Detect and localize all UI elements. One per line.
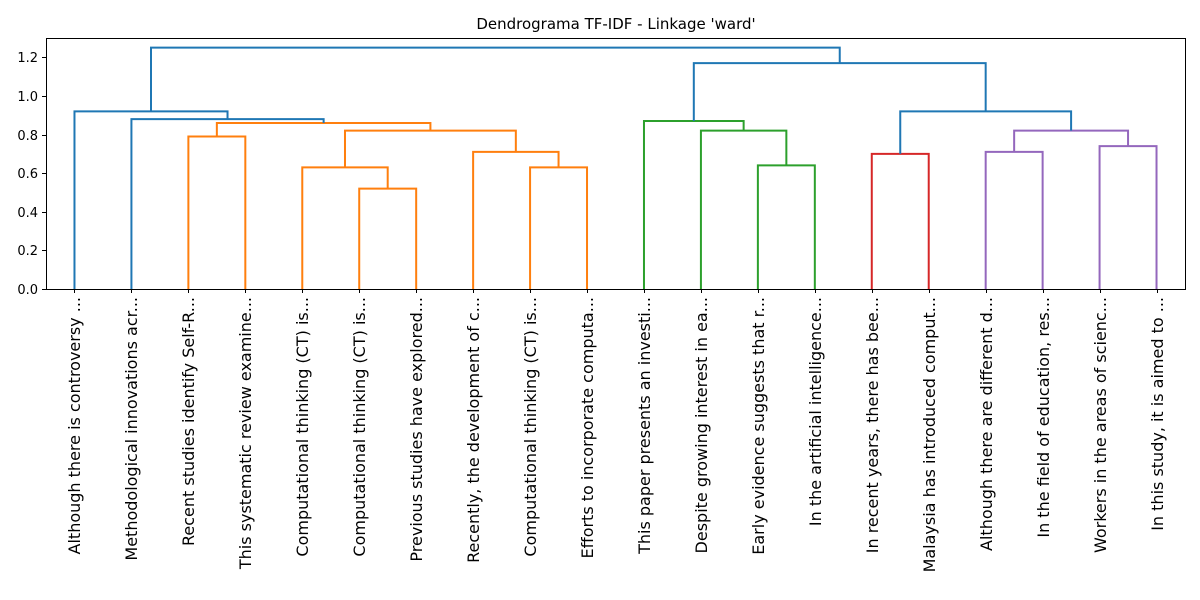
dendrogram-link — [699, 129, 788, 289]
dendrogram-link — [343, 129, 517, 168]
y-tick-label: 1.0 — [17, 90, 38, 105]
leaf-label: Recently, the development of c... — [464, 297, 483, 563]
dendrogram-link — [984, 150, 1044, 289]
dendrogram-link — [642, 120, 745, 289]
dendrogram-link — [301, 166, 389, 289]
y-tick-label: 1.2 — [17, 51, 38, 66]
leaf-label: Workers in the areas of scienc... — [1091, 297, 1110, 553]
leaf-label: In the artificial intelligence... — [806, 297, 825, 526]
dendrogram-link — [870, 152, 930, 289]
leaf-label: Methodological innovations acr... — [122, 297, 141, 561]
dendrogram-link — [1098, 145, 1158, 289]
leaf-label: This systematic review examine... — [236, 297, 255, 570]
y-axis: 0.0 0.2 0.4 0.6 0.8 1.0 1.2 — [17, 51, 46, 298]
dendrogram-link — [899, 110, 1073, 154]
y-tick-label: 0.0 — [17, 283, 38, 298]
y-tick-label: 0.8 — [17, 129, 38, 144]
dendrogram-link — [472, 150, 560, 289]
leaf-label: In the field of education, res... — [1034, 297, 1053, 538]
leaf-label: In recent years, there has bee... — [863, 297, 882, 553]
leaf-label: Efforts to incorporate computa... — [578, 297, 597, 558]
leaf-label: Previous studies have explored... — [407, 297, 426, 562]
dendrogram-link — [150, 46, 841, 112]
leaf-label: Although there are different d... — [977, 297, 996, 551]
dendrogram-link — [529, 166, 589, 289]
leaf-label: In this study, it is aimed to ... — [1148, 297, 1167, 531]
leaf-label: Although there is controversy ... — [65, 297, 84, 554]
leaf-label: Computational thinking (CT) is... — [521, 297, 540, 557]
leaf-label: Early evidence suggests that r... — [749, 297, 768, 555]
leaf-label: This paper presents an investi... — [635, 297, 654, 555]
plot-frame — [46, 38, 1186, 290]
dendrogram-link — [73, 110, 229, 289]
dendrogram-link — [187, 135, 247, 289]
dendrogram-link — [215, 121, 432, 137]
y-tick-label: 0.2 — [17, 244, 38, 259]
x-axis: Although there is controversy ... Methodo… — [65, 289, 1167, 572]
y-tick-label: 0.4 — [17, 206, 38, 221]
dendrogram-link — [358, 187, 418, 289]
dendrogram-link — [756, 164, 816, 289]
leaf-label: Computational thinking (CT) is... — [350, 297, 369, 557]
y-tick-label: 0.6 — [17, 167, 38, 182]
leaf-label: Recent studies identify Self-R... — [179, 297, 198, 546]
leaf-label: Computational thinking (CT) is... — [293, 297, 312, 557]
dendrogram-link — [1013, 129, 1130, 152]
chart-title: Dendrograma TF-IDF - Linkage 'ward' — [476, 15, 755, 33]
dendrogram-links — [73, 46, 1158, 289]
dendrogram-link — [130, 118, 325, 289]
leaf-label: Malaysia has introduced comput... — [920, 297, 939, 572]
leaf-label: Despite growing interest in ea... — [692, 297, 711, 553]
